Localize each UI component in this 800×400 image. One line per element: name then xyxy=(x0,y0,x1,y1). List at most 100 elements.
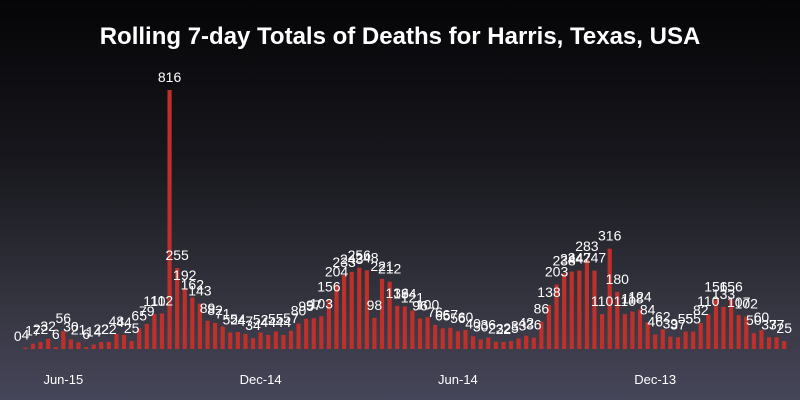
bar-99 xyxy=(766,337,772,349)
data-label-5: 6 xyxy=(52,326,60,342)
bar-91 xyxy=(706,314,711,349)
data-label-9: 6 xyxy=(82,326,90,342)
data-label-77: 110 xyxy=(591,293,614,309)
data-label-58: 56 xyxy=(450,310,466,326)
data-label-21: 255 xyxy=(165,247,189,263)
data-label-6: 56 xyxy=(56,310,72,326)
data-label-41: 156 xyxy=(317,278,341,294)
data-label-8: 21 xyxy=(71,321,87,337)
bar-97 xyxy=(751,333,756,349)
bar-38 xyxy=(304,318,309,349)
bar-5 xyxy=(53,347,58,349)
data-label-28: 52 xyxy=(222,312,238,328)
bar-89 xyxy=(691,331,696,349)
data-label-47: 98 xyxy=(367,297,383,313)
bar-72 xyxy=(562,273,567,349)
data-label-90: 82 xyxy=(693,302,709,318)
bar-34 xyxy=(273,331,278,349)
data-label-66: 33 xyxy=(511,318,527,334)
bar-29 xyxy=(235,331,240,349)
data-label-22: 192 xyxy=(173,267,197,283)
data-label-26: 82 xyxy=(207,302,223,318)
data-label-76: 247 xyxy=(583,250,607,266)
data-label-95: 107 xyxy=(727,294,751,310)
bar-48 xyxy=(379,278,385,349)
x-tick-label-3: Dec-13 xyxy=(634,372,676,387)
bar-21 xyxy=(175,268,180,349)
bar-59 xyxy=(463,329,468,349)
data-label-52: 121 xyxy=(401,290,425,306)
data-label-33: 44 xyxy=(260,314,276,330)
bar-76 xyxy=(592,270,597,349)
bar-23 xyxy=(190,297,195,349)
data-label-50: 136 xyxy=(386,285,410,301)
bar-4 xyxy=(46,338,51,349)
data-label-71: 203 xyxy=(545,264,569,280)
data-label-92: 156 xyxy=(704,278,728,294)
data-label-86: 39 xyxy=(663,316,679,332)
bar-84 xyxy=(653,334,658,349)
data-label-42: 204 xyxy=(325,263,349,279)
data-label-97: 50 xyxy=(746,312,762,328)
bar-81 xyxy=(630,311,635,349)
data-label-38: 95 xyxy=(298,298,314,314)
bar-60 xyxy=(471,336,476,349)
data-label-39: 97 xyxy=(306,297,322,313)
data-label-51: 134 xyxy=(393,285,417,301)
data-label-88: 55 xyxy=(678,311,694,327)
data-label-61: 30 xyxy=(473,318,489,334)
bar-94 xyxy=(729,299,734,349)
bar-100 xyxy=(774,337,779,349)
data-label-17: 79 xyxy=(139,303,155,319)
x-tick-label-0: Jun-15 xyxy=(43,372,83,387)
bar-8 xyxy=(76,342,81,349)
data-label-79: 180 xyxy=(606,271,630,287)
bar-45 xyxy=(357,267,362,349)
data-label-78: 316 xyxy=(598,228,622,244)
data-label-25: 89 xyxy=(200,300,216,316)
data-label-96: 102 xyxy=(735,296,759,312)
data-label-72: 238 xyxy=(552,252,576,268)
bar-58 xyxy=(455,331,460,349)
data-label-29: 54 xyxy=(230,311,246,327)
bar-88 xyxy=(683,331,688,349)
data-label-19: 112 xyxy=(151,292,174,308)
bar-82 xyxy=(637,309,643,349)
bar-53 xyxy=(417,318,423,349)
bar-20 xyxy=(167,90,172,349)
data-label-62: 36 xyxy=(480,317,496,333)
bar-11 xyxy=(99,342,104,349)
data-label-94: 156 xyxy=(719,278,743,294)
bar-2 xyxy=(30,343,36,349)
data-label-73: 244 xyxy=(560,251,584,267)
data-label-35: 44 xyxy=(276,314,292,330)
bar-74 xyxy=(577,270,582,349)
x-tick-label-1: Dec-14 xyxy=(240,372,282,387)
data-label-36: 57 xyxy=(283,310,299,326)
bar-14 xyxy=(121,335,127,349)
bar-98 xyxy=(759,329,764,349)
data-label-83: 84 xyxy=(640,301,656,317)
data-label-80: 110 xyxy=(614,293,637,309)
bar-61 xyxy=(478,339,483,349)
data-label-13: 48 xyxy=(109,313,125,329)
data-label-75: 283 xyxy=(575,238,599,254)
data-label-57: 67 xyxy=(443,307,459,323)
bar-10 xyxy=(91,344,96,349)
bar-65 xyxy=(508,341,514,349)
bar-37 xyxy=(296,323,301,349)
bar-55 xyxy=(433,324,438,349)
bar-87 xyxy=(675,337,681,349)
data-label-64: 22 xyxy=(496,321,512,337)
bar-73 xyxy=(569,271,574,349)
bar-64 xyxy=(501,342,506,349)
bar-67 xyxy=(524,335,529,349)
data-label-15: 25 xyxy=(124,320,140,336)
bar-40 xyxy=(319,316,324,349)
bar-33 xyxy=(266,335,271,349)
bar-62 xyxy=(486,337,491,349)
bar-69 xyxy=(539,321,544,349)
data-label-69: 86 xyxy=(534,301,550,317)
data-label-74: 247 xyxy=(568,250,592,266)
